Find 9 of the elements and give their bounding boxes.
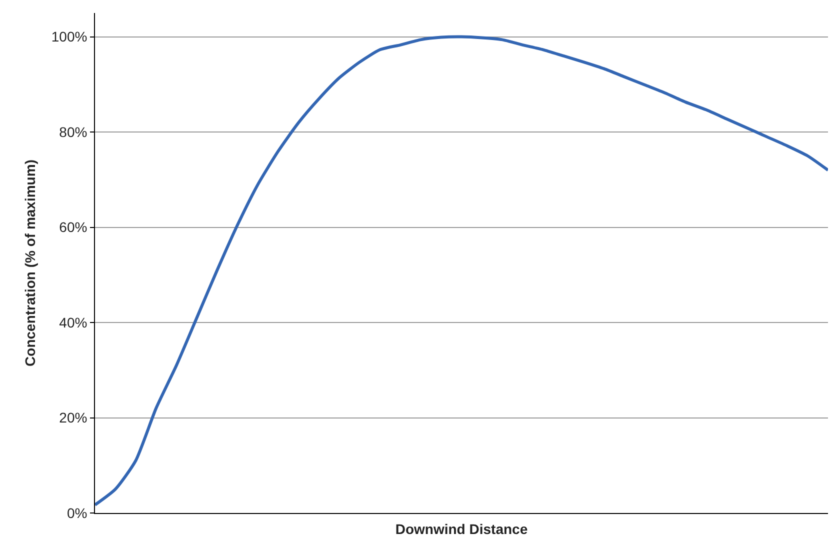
- x-axis-title: Downwind Distance: [395, 521, 528, 538]
- y-tick-label: 100%: [51, 28, 88, 45]
- y-tick-label: 40%: [59, 314, 88, 330]
- line-series: [95, 35, 828, 506]
- y-tick-label: 80%: [59, 124, 88, 140]
- y-tick-label: 0%: [66, 504, 88, 521]
- y-axis-title: Concentration (% of maximum): [22, 160, 38, 366]
- y-tick-label: 60%: [59, 219, 88, 236]
- y-tick-label: 20%: [59, 410, 88, 426]
